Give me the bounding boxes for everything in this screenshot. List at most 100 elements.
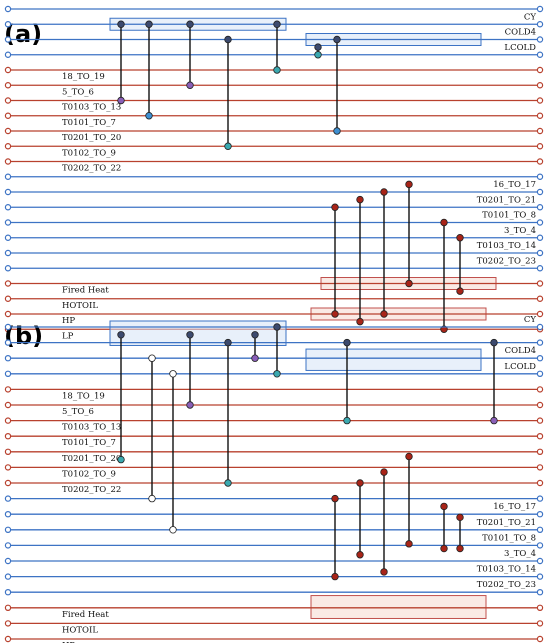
stream-end-node: [536, 417, 544, 424]
stream-label: LCOLD: [504, 362, 536, 372]
stream-start-node: [4, 620, 12, 627]
exchanger-node: [456, 513, 464, 522]
stream-end-node: [536, 219, 544, 226]
stream-label: T0201_TO_21: [477, 518, 536, 528]
stream-end-node: [536, 589, 544, 596]
stream-label: 3_TO_4: [504, 226, 536, 236]
stream-end-node: [536, 82, 544, 89]
stream-label: T0201_TO_20: [62, 133, 121, 143]
stream-label: HP: [62, 641, 75, 643]
stream-end-node: [536, 51, 544, 58]
stream-label: T0103_TO_13: [62, 103, 121, 113]
stream-end-node: [536, 479, 544, 487]
exchanger-node: [224, 479, 232, 487]
stream-label: HOTOIL: [62, 625, 98, 635]
exchanger-node: [456, 544, 464, 553]
exchanger-node: [273, 66, 281, 74]
exchanger-node: [490, 416, 498, 425]
exchanger-node: [314, 51, 322, 59]
stream-start-node: [4, 127, 12, 135]
stream-label: 3_TO_4: [504, 549, 536, 559]
exchanger-node: [148, 494, 156, 503]
stream-end-node: [536, 542, 544, 549]
stream-label: 16_TO_17: [493, 502, 536, 512]
stream-start-node: [4, 464, 12, 471]
stream-end-node: [536, 173, 544, 180]
stream-end-node: [536, 249, 544, 257]
stream-end-node: [536, 323, 544, 331]
stream-end-node: [536, 464, 544, 471]
exchanger-node: [273, 323, 281, 331]
stream-start-node: [4, 386, 12, 393]
stream-label: 16_TO_17: [493, 180, 536, 190]
exchanger-node: [186, 81, 194, 89]
exchanger-node: [186, 20, 194, 28]
exchanger-node: [333, 127, 341, 135]
exchanger-node: [251, 331, 259, 339]
stream-end-node: [536, 97, 544, 104]
stream-start-node: [4, 339, 12, 346]
exchanger-node: [145, 20, 153, 28]
stream-start-node: [4, 249, 12, 257]
stream-end-node: [536, 401, 544, 409]
stream-end-node: [536, 265, 544, 272]
stream-start-node: [4, 97, 12, 104]
stream-start-node: [4, 265, 12, 272]
stream-start-node: [4, 5, 12, 13]
exchanger-node: [224, 338, 232, 347]
exchanger-node: [343, 338, 351, 347]
stream-label: HP: [62, 316, 75, 326]
stream-start-node: [4, 21, 12, 28]
stream-label: COLD4: [505, 346, 536, 356]
stream-label: T0202_TO_23: [477, 256, 536, 266]
exchanger-node: [356, 479, 364, 487]
stream-end-node: [536, 5, 544, 13]
stream-start-node: [4, 479, 12, 487]
exchanger-node: [314, 43, 322, 51]
stream-start-node: [4, 604, 12, 612]
stream-label: LP: [62, 331, 74, 341]
stream-label: 5_TO_6: [62, 87, 94, 97]
exchanger-node: [186, 331, 194, 339]
stream-start-node: [4, 173, 12, 180]
stream-end-node: [536, 370, 544, 377]
exchanger-node: [380, 568, 388, 576]
exchanger-node: [145, 112, 153, 120]
stream-end-node: [536, 339, 544, 346]
stream-end-node: [536, 620, 544, 627]
stream-end-node: [536, 386, 544, 393]
exchanger-node: [380, 468, 388, 476]
exchanger-node: [343, 416, 351, 425]
stream-end-node: [536, 448, 544, 455]
stream-label: CY: [524, 315, 537, 325]
exchanger-node: [251, 354, 259, 362]
stream-start-node: [4, 433, 12, 440]
stream-label: T0202_TO_22: [62, 164, 121, 174]
stream-end-node: [536, 295, 544, 302]
stream-label: T0102_TO_9: [62, 469, 116, 479]
stream-start-node: [4, 448, 12, 455]
stream-end-node: [536, 511, 544, 518]
exchanger-node: [224, 35, 232, 44]
stream-start-node: [4, 219, 12, 226]
stream-end-node: [536, 127, 544, 135]
stream-start-node: [4, 589, 12, 596]
stream-label: COLD4: [505, 28, 536, 38]
stream-label: T0101_TO_7: [62, 118, 116, 128]
exchanger-node: [490, 338, 498, 347]
stream-label: T0201_TO_21: [477, 195, 536, 205]
stream-label: T0202_TO_22: [62, 485, 121, 495]
stream-label: T0102_TO_9: [62, 148, 116, 158]
stream-end-node: [536, 604, 544, 612]
stream-end-node: [536, 526, 544, 534]
stream-end-node: [536, 573, 544, 580]
stream-start-node: [4, 295, 12, 302]
stream-label: LCOLD: [504, 43, 536, 53]
stream-end-node: [536, 143, 544, 150]
stream-start-node: [4, 635, 12, 643]
stream-start-node: [4, 280, 12, 287]
exchanger-node: [440, 544, 448, 553]
stream-label: CY: [524, 12, 537, 22]
exchanger-node: [169, 526, 177, 534]
